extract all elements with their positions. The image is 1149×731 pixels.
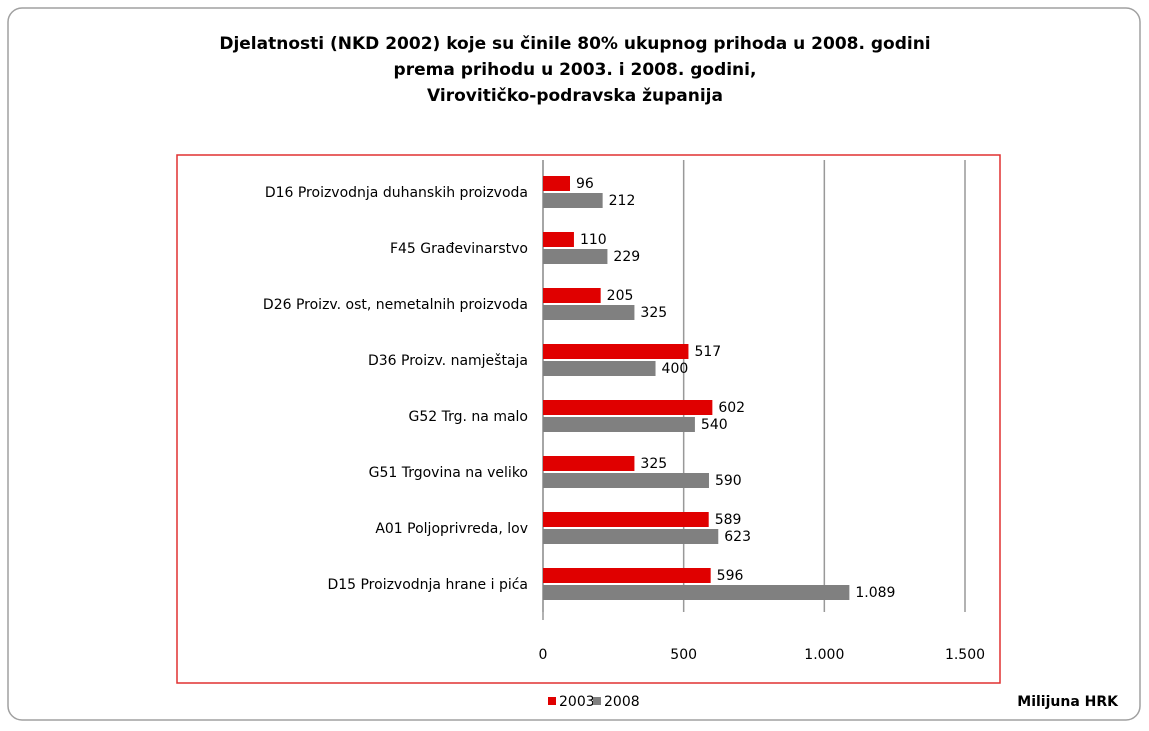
y-tick-label: D36 Proizv. namještaja — [368, 353, 528, 369]
data-label: 212 — [609, 193, 636, 209]
chart-title: Virovitičko-podravska županija — [427, 86, 723, 106]
chart-title: prema prihodu u 2003. i 2008. godini, — [394, 60, 757, 80]
bar — [543, 400, 713, 415]
x-tick-label: 1.500 — [945, 647, 985, 663]
legend-label: 2003 — [559, 694, 595, 710]
bar — [543, 529, 719, 544]
data-label: 517 — [694, 344, 721, 360]
y-tick-label: F45 Građevinarstvo — [390, 241, 528, 257]
legend-swatch — [593, 697, 601, 705]
data-label: 596 — [717, 568, 744, 584]
x-tick-label: 1.000 — [804, 647, 844, 663]
bar — [543, 249, 608, 264]
bar — [543, 585, 850, 600]
data-label: 623 — [724, 529, 751, 545]
bar — [543, 512, 709, 527]
data-label: 205 — [607, 288, 634, 304]
bar — [543, 344, 689, 359]
y-tick-label: G52 Trg. na malo — [409, 409, 528, 425]
data-label: 229 — [613, 249, 640, 265]
y-tick-label: G51 Trgovina na veliko — [369, 465, 528, 481]
y-tick-label: D26 Proizv. ost, nemetalnih proizvoda — [263, 297, 528, 313]
chart-title: Djelatnosti (NKD 2002) koje su činile 80… — [219, 34, 930, 54]
plot-border — [176, 154, 1001, 684]
bar — [543, 568, 711, 583]
data-label: 110 — [580, 232, 607, 248]
bar — [543, 176, 571, 191]
data-label: 96 — [576, 176, 594, 192]
legend-label: 2008 — [604, 694, 640, 710]
bar — [543, 417, 695, 432]
x-tick-label: 0 — [539, 647, 548, 663]
y-tick-label: D15 Proizvodnja hrane i pića — [327, 577, 528, 593]
bar — [543, 288, 601, 303]
x-axis-label: Milijuna HRK — [1017, 694, 1119, 710]
bar — [543, 456, 635, 471]
x-tick-label: 500 — [670, 647, 697, 663]
bar — [543, 361, 656, 376]
y-tick-label: A01 Poljoprivreda, lov — [375, 521, 528, 537]
data-label: 540 — [701, 417, 728, 433]
legend-swatch — [548, 697, 556, 705]
bar — [543, 473, 709, 488]
bar — [543, 305, 635, 320]
bar — [543, 232, 574, 247]
data-label: 602 — [718, 400, 745, 416]
data-label: 590 — [715, 473, 742, 489]
bar — [543, 193, 603, 208]
data-label: 589 — [715, 512, 742, 528]
data-label: 325 — [640, 456, 667, 472]
y-tick-label: D16 Proizvodnja duhanskih proizvoda — [265, 185, 528, 201]
data-label: 325 — [640, 305, 667, 321]
data-label: 1.089 — [855, 585, 895, 601]
data-label: 400 — [662, 361, 689, 377]
